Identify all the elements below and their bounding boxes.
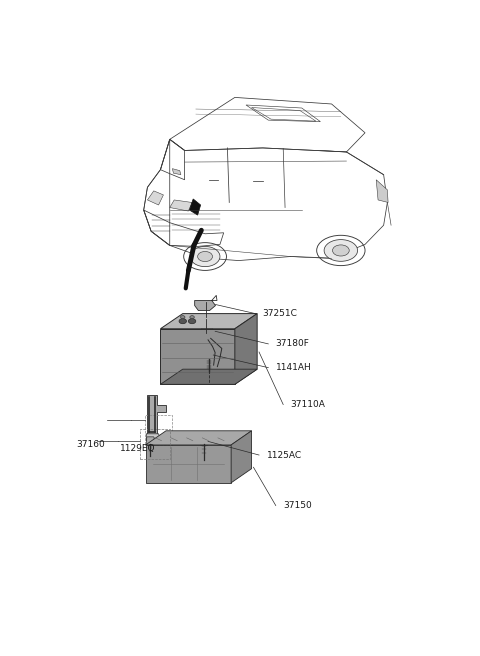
- Polygon shape: [202, 328, 215, 336]
- Ellipse shape: [188, 319, 196, 323]
- FancyBboxPatch shape: [204, 350, 213, 359]
- Polygon shape: [376, 180, 388, 203]
- Polygon shape: [160, 369, 257, 384]
- Text: 37160: 37160: [77, 440, 106, 449]
- Ellipse shape: [202, 325, 212, 335]
- Text: 37150: 37150: [283, 501, 312, 510]
- Polygon shape: [147, 191, 163, 205]
- Text: 37180F: 37180F: [276, 339, 310, 348]
- Ellipse shape: [179, 319, 186, 323]
- Polygon shape: [160, 314, 257, 329]
- Polygon shape: [145, 445, 231, 483]
- Polygon shape: [160, 329, 235, 384]
- Ellipse shape: [190, 247, 220, 266]
- Polygon shape: [146, 434, 160, 441]
- Text: 37110A: 37110A: [290, 400, 325, 409]
- Text: 37251C: 37251C: [263, 309, 298, 318]
- Text: 1129EQ: 1129EQ: [120, 445, 155, 453]
- Bar: [145, 415, 171, 445]
- Polygon shape: [231, 431, 252, 483]
- Bar: [140, 429, 170, 459]
- FancyBboxPatch shape: [147, 437, 154, 445]
- Ellipse shape: [324, 239, 358, 261]
- Text: 1141AH: 1141AH: [276, 363, 312, 372]
- Polygon shape: [235, 314, 257, 384]
- Ellipse shape: [180, 316, 185, 319]
- Ellipse shape: [333, 245, 349, 256]
- Polygon shape: [190, 199, 201, 215]
- FancyBboxPatch shape: [201, 438, 208, 445]
- Ellipse shape: [198, 251, 213, 262]
- Polygon shape: [172, 169, 181, 174]
- Polygon shape: [147, 396, 166, 434]
- Polygon shape: [145, 431, 252, 445]
- Polygon shape: [195, 300, 216, 310]
- Text: 1125AC: 1125AC: [266, 451, 301, 460]
- Polygon shape: [170, 200, 192, 211]
- Ellipse shape: [190, 316, 194, 319]
